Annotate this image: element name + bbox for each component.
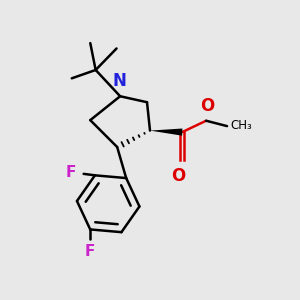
Text: O: O <box>172 167 186 185</box>
Text: F: F <box>66 165 76 180</box>
Text: F: F <box>85 244 95 260</box>
Text: O: O <box>200 98 214 116</box>
Text: CH₃: CH₃ <box>230 119 252 132</box>
Polygon shape <box>150 128 182 136</box>
Text: N: N <box>112 72 127 90</box>
